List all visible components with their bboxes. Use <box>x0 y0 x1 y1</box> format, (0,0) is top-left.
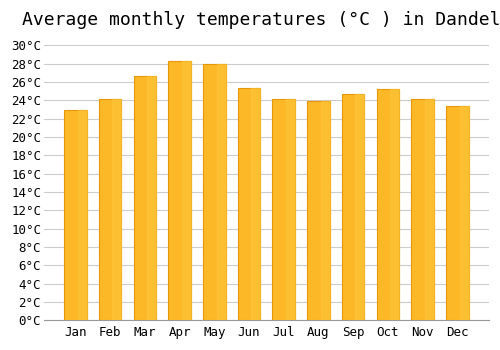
Bar <box>446 106 468 320</box>
Bar <box>460 106 468 320</box>
Bar <box>168 61 191 320</box>
Bar <box>203 64 226 320</box>
Bar <box>147 76 156 320</box>
Bar <box>64 110 86 320</box>
Bar <box>238 89 260 320</box>
Bar <box>412 99 434 320</box>
Bar <box>376 89 399 320</box>
Bar <box>356 94 364 320</box>
Bar <box>272 99 295 320</box>
Bar <box>320 101 330 320</box>
Bar <box>307 101 330 320</box>
Bar <box>390 89 399 320</box>
Bar <box>99 99 122 320</box>
Bar <box>216 64 226 320</box>
Bar <box>78 110 86 320</box>
Bar <box>252 89 260 320</box>
Title: Average monthly temperatures (°C ) in Dandeli: Average monthly temperatures (°C ) in Da… <box>22 11 500 29</box>
Bar <box>134 76 156 320</box>
Bar <box>425 99 434 320</box>
Bar <box>182 61 191 320</box>
Bar <box>286 99 295 320</box>
Bar <box>342 94 364 320</box>
Bar <box>112 99 122 320</box>
